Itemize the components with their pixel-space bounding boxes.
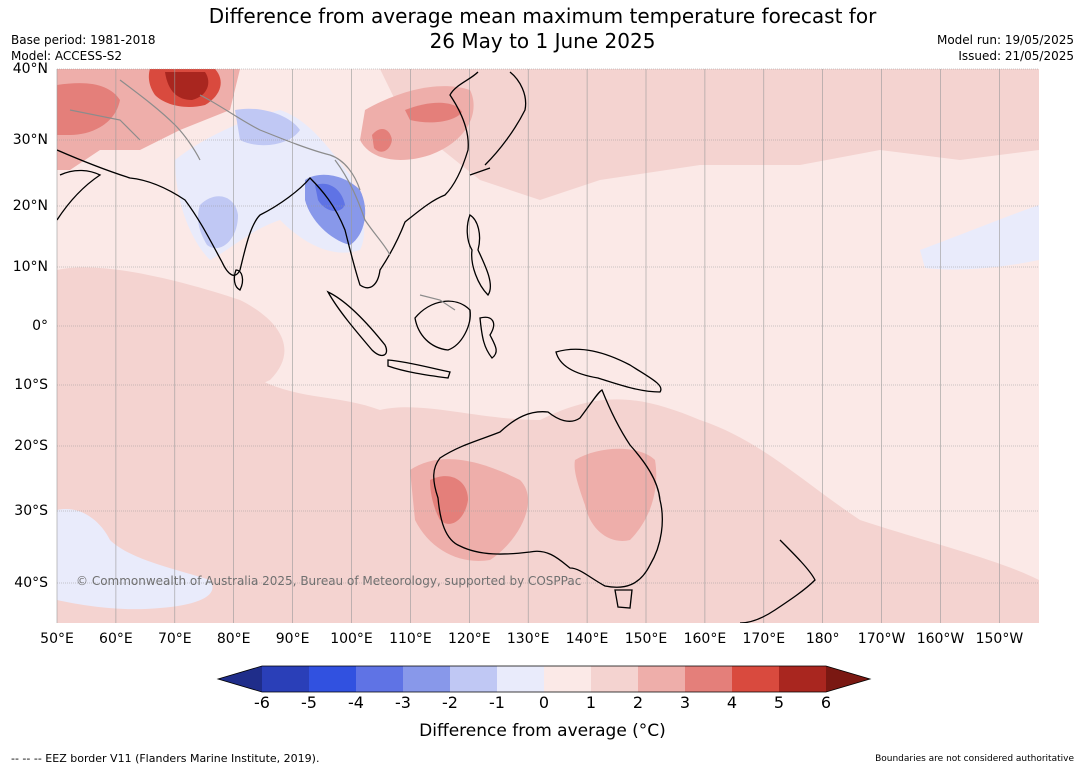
coastline-australia — [433, 389, 663, 588]
anomaly-cool-tibet — [235, 108, 300, 146]
anomaly-band-north-pacific — [380, 69, 1039, 200]
map-gridlines — [56, 68, 1039, 623]
longitude-label: 110°E — [389, 631, 432, 647]
coastline-philippines — [466, 214, 492, 297]
latitude-label: 30°N — [12, 132, 48, 148]
coastline-tasmania — [614, 589, 633, 609]
anomaly-band-southern — [57, 300, 1039, 623]
colorbar-tick-label: 3 — [679, 693, 691, 712]
anomaly-hot-china-east — [405, 102, 462, 123]
eez-legend: -- -- -- EEZ border V11 (Flanders Marine… — [11, 752, 320, 765]
longitude-label: 150°W — [975, 631, 1024, 647]
anomaly-hot-china — [372, 128, 392, 152]
longitude-label: 180° — [805, 631, 840, 647]
boundaries-note: Boundaries are not considered authoritat… — [875, 754, 1074, 764]
colorbar-tick-label: 2 — [632, 693, 644, 712]
latitude-label: 30°S — [14, 503, 48, 519]
coastline-sumatra — [326, 290, 388, 357]
colorbar-tick-label: -1 — [489, 693, 505, 712]
longitude-label: 150°E — [624, 631, 668, 647]
longitude-label: 170°W — [857, 631, 906, 647]
latitude-label: 10°S — [14, 377, 48, 393]
longitude-label: 60°E — [99, 631, 133, 647]
longitude-label: 130°E — [506, 631, 550, 647]
anomaly-cold-myanmar — [315, 183, 345, 212]
meta-right: Model run: 19/05/2025 Issued: 21/05/2025 — [937, 32, 1074, 64]
colorbar-tick-label: 6 — [820, 693, 832, 712]
title-line-2: 26 May to 1 June 2025 — [429, 29, 656, 53]
colorbar-tick-label: -4 — [348, 693, 364, 712]
longitude-label: 80°E — [216, 631, 251, 647]
longitude-label: 100°E — [330, 631, 373, 647]
longitude-label: 140°E — [565, 631, 609, 647]
chart-title: Difference from average mean maximum tem… — [0, 4, 1085, 54]
model-run: Model run: 19/05/2025 — [936, 33, 1074, 47]
anomaly-warm-east-australia — [574, 448, 657, 541]
longitude-label: 160°W — [916, 631, 965, 647]
coastline-arabia — [57, 169, 102, 221]
colorbar-tick-label: -6 — [254, 693, 270, 712]
issued-date: Issued: 21/05/2025 — [958, 49, 1074, 63]
colorbar-tick-label: 0 — [538, 693, 550, 712]
latitude-label: 40°S — [14, 575, 48, 591]
longitude-label: 50°E — [40, 631, 74, 647]
longitude-label: 90°E — [275, 631, 310, 647]
latitude-label: 0° — [32, 318, 48, 334]
longitude-label: 120°E — [448, 631, 491, 647]
anomaly-cool-central-pacific — [920, 205, 1039, 270]
coastline-japan — [469, 71, 527, 176]
copyright-notice: © Commonwealth of Australia 2025, Bureau… — [76, 574, 582, 588]
coastline-new-zealand — [739, 539, 816, 623]
coastline-asia-mainland — [57, 71, 479, 289]
longitude-label: 170°E — [742, 631, 786, 647]
colorbar-tick-label: 1 — [585, 693, 597, 712]
anomaly-band-west-equatorial — [57, 267, 285, 391]
meta-left: Base period: 1981-2018 Model: ACCESS-S2 — [11, 32, 156, 64]
colorbar-label: Difference from average (°C) — [419, 721, 666, 741]
longitude-label: 160°E — [683, 631, 727, 647]
model-name: Model: ACCESS-S2 — [11, 49, 123, 63]
base-period: Base period: 1981-2018 — [11, 33, 156, 47]
longitude-label: 70°E — [157, 631, 192, 647]
anomaly-shading — [57, 69, 1039, 623]
coastline-borneo — [414, 300, 471, 351]
coastline-java — [387, 359, 451, 379]
coastlines — [57, 71, 816, 623]
latitude-label: 20°S — [14, 438, 48, 454]
colorbar-tick-label: 4 — [726, 693, 738, 712]
anomaly-extreme-pakistan — [165, 72, 209, 100]
coastline-sri-lanka — [233, 269, 244, 291]
colorbar-tick-label: 5 — [773, 693, 785, 712]
latitude-label: 10°N — [12, 259, 48, 275]
colorbar-tick-label: -5 — [301, 693, 317, 712]
anomaly-hot-middle-east — [57, 83, 120, 135]
colorbar-tick-label: -3 — [395, 693, 411, 712]
coastline-sulawesi — [479, 316, 497, 359]
colorbar-tick-label: -2 — [442, 693, 458, 712]
border-lines — [69, 79, 456, 311]
latitude-label: 20°N — [12, 198, 48, 214]
title-line-1: Difference from average mean maximum tem… — [208, 4, 877, 28]
coastline-new-guinea — [555, 348, 662, 393]
latitude-label: 40°N — [12, 61, 48, 77]
anomaly-cool-south-indian — [57, 509, 213, 610]
